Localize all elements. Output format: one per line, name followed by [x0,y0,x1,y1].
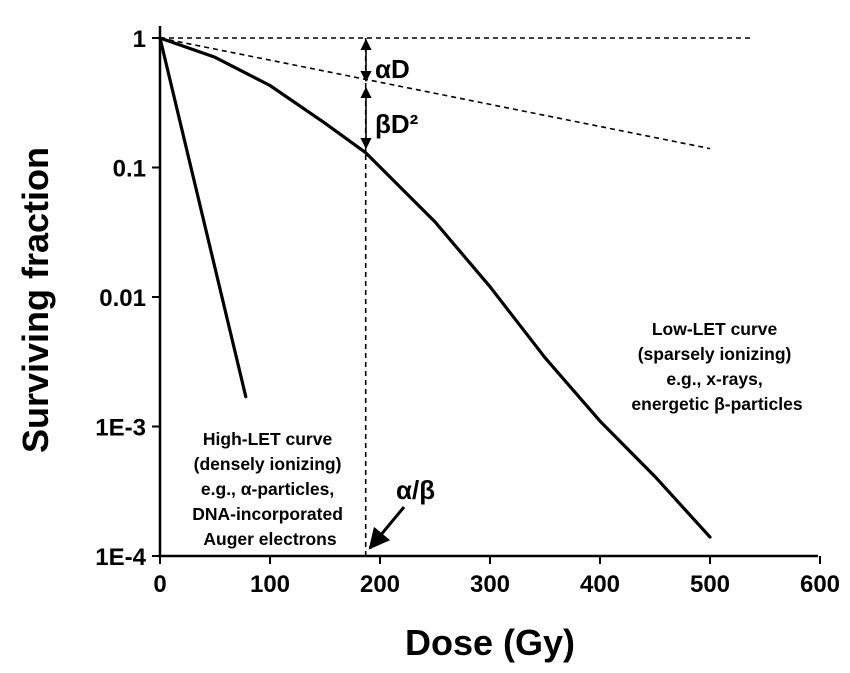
y-tick-label: 0.01 [99,285,146,312]
high-let-line-5: Auger electrons [203,529,336,549]
axes [158,26,818,558]
low-let-line-4: energetic β-particles [631,394,802,414]
high-let-line-1: High-LET curve [203,429,333,449]
alpha-d-label: αD [375,54,410,84]
alpha-beta-label: α/β [396,475,435,505]
x-tick-label: 400 [580,571,620,598]
y-tick-label: 1E-4 [95,544,146,571]
y-tick-label: 0.1 [113,156,146,183]
ticks: 0 100 200 300 400 500 600 1 0.1 0.01 1E-3 1E-4 [95,26,840,598]
low-let-line-3: e.g., x-rays, [666,369,762,389]
low-let-line-2: (sparsely ionizing) [638,344,792,364]
x-tick-label: 100 [250,571,290,598]
high-let-line-3: e.g., α-particles, [201,479,334,499]
x-tick-label: 200 [360,571,400,598]
x-axis-title: Dose (Gy) [405,622,575,663]
annotations: αD βD² α/β High-LET curve (densely ioniz… [192,38,803,550]
x-tick-label: 500 [690,571,730,598]
y-axis-title: Surviving fraction [15,147,56,453]
survival-curve-0 [158,36,248,399]
low-let-line-1: Low-LET curve [652,319,778,339]
high-let-line-2: (densely ionizing) [194,454,342,474]
x-tick-label: 300 [470,571,510,598]
x-tick-label: 600 [800,571,840,598]
y-tick-label: 1E-3 [95,415,146,442]
x-tick-label: 0 [153,571,166,598]
survival-curve-1 [158,36,712,539]
high-let-line-4: DNA-incorporated [192,504,343,524]
alpha-beta-arrow [368,506,406,550]
series [158,36,754,556]
dashed-reference-line-3 [159,37,711,150]
y-tick-label: 1 [133,26,146,53]
beta-d2-label: βD² [375,109,419,139]
high-let-label: High-LET curve (densely ionizing) e.g., … [192,429,348,549]
low-let-label: Low-LET curve (sparsely ionizing) e.g., … [631,319,802,414]
